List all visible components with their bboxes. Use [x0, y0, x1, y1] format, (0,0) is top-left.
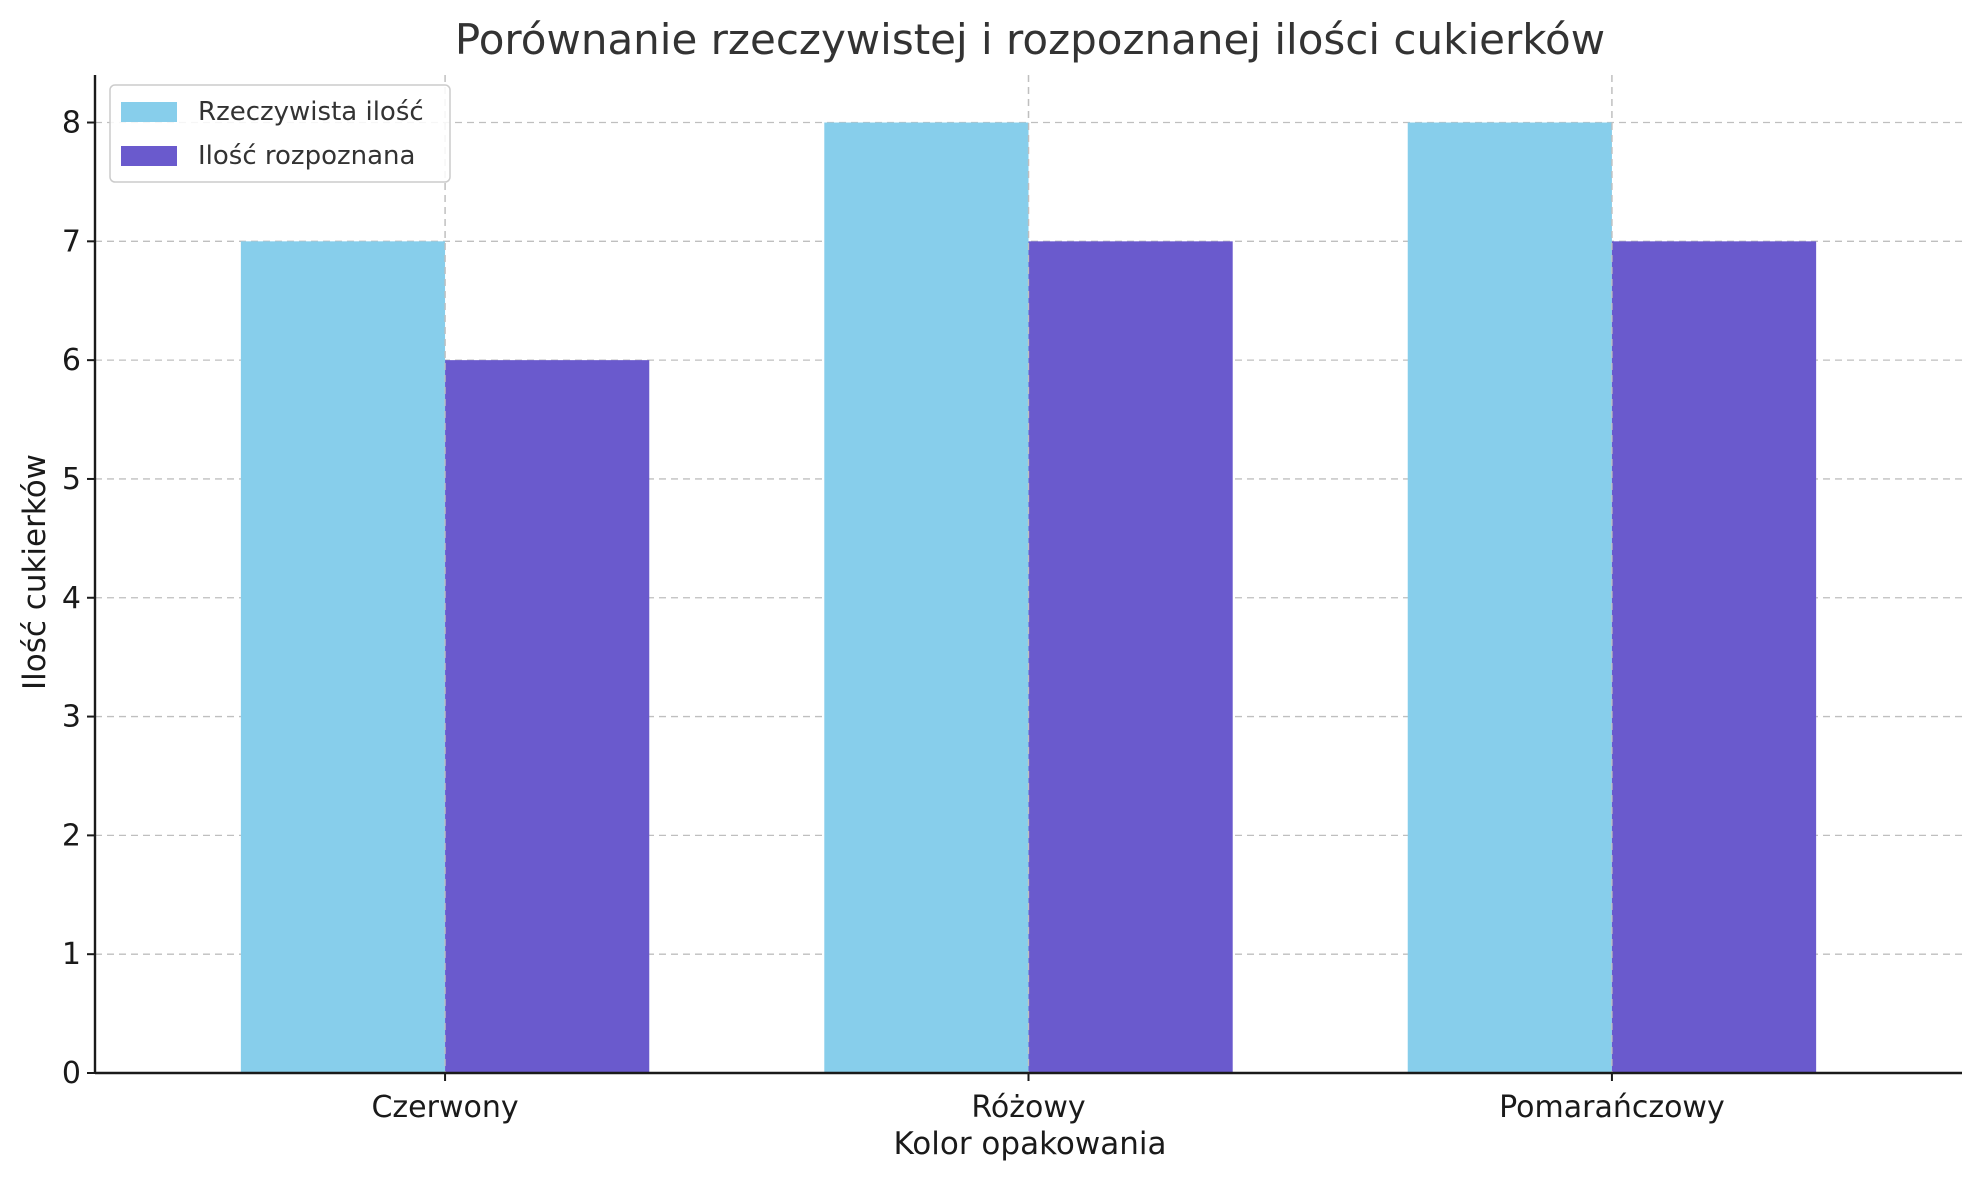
x-tick-label: Czerwony: [371, 1090, 518, 1125]
y-tick-label: 0: [62, 1056, 81, 1091]
y-tick-label: 6: [62, 343, 81, 378]
legend-swatch-rozpoznana: [121, 146, 177, 166]
x-axis-label: Kolor opakowania: [894, 1126, 1167, 1162]
y-tick-label: 3: [62, 700, 81, 735]
y-tick-label: 1: [62, 937, 81, 972]
bars-layer: [240, 75, 1817, 1074]
bar-rozpoznana-0: [445, 360, 650, 1074]
y-tick-label: 7: [62, 224, 81, 259]
y-axis-label: Ilość cukierków: [17, 454, 53, 690]
legend-swatch-rzeczywista: [121, 102, 177, 122]
ticks-layer: 0 1 2 3 4 5 6 7 8 Czerwony Różowy Pomarańczowy: [62, 106, 1725, 1125]
bar-rzeczywista-0: [240, 241, 446, 1074]
y-tick-label: 5: [62, 462, 81, 497]
y-tick-label: 2: [62, 818, 81, 853]
legend: Rzeczywista ilość Ilość rozpoznana: [109, 84, 451, 183]
y-tick-label: 4: [62, 581, 81, 616]
bar-rzeczywista-1: [824, 122, 1029, 1074]
bar-rzeczywista-2: [1407, 122, 1612, 1074]
legend-frame: [109, 84, 451, 183]
x-tick-label: Różowy: [971, 1090, 1085, 1125]
bar-rozpoznana-2: [1611, 241, 1817, 1074]
legend-label-rzeczywista: Rzeczywista ilość: [198, 97, 424, 127]
x-tick-label: Pomarańczowy: [1499, 1090, 1725, 1125]
legend-label-rozpoznana: Ilość rozpoznana: [198, 141, 415, 171]
y-tick-label: 8: [62, 106, 81, 141]
chart-title: Porównanie rzeczywistej i rozpoznanej il…: [455, 15, 1605, 64]
bar-rozpoznana-1: [1028, 241, 1233, 1074]
